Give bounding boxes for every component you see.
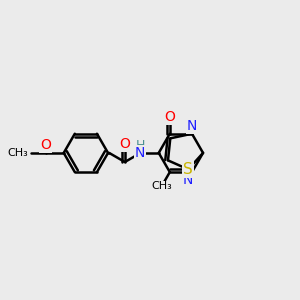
Text: H: H (136, 140, 145, 152)
Text: N: N (135, 146, 145, 161)
Text: O: O (164, 110, 175, 124)
Text: CH₃: CH₃ (151, 182, 172, 191)
Text: O: O (119, 137, 130, 151)
Text: CH₃: CH₃ (8, 148, 28, 158)
Text: S: S (183, 162, 193, 177)
Text: N: N (183, 173, 193, 187)
Text: O: O (40, 138, 51, 152)
Text: N: N (187, 119, 197, 133)
